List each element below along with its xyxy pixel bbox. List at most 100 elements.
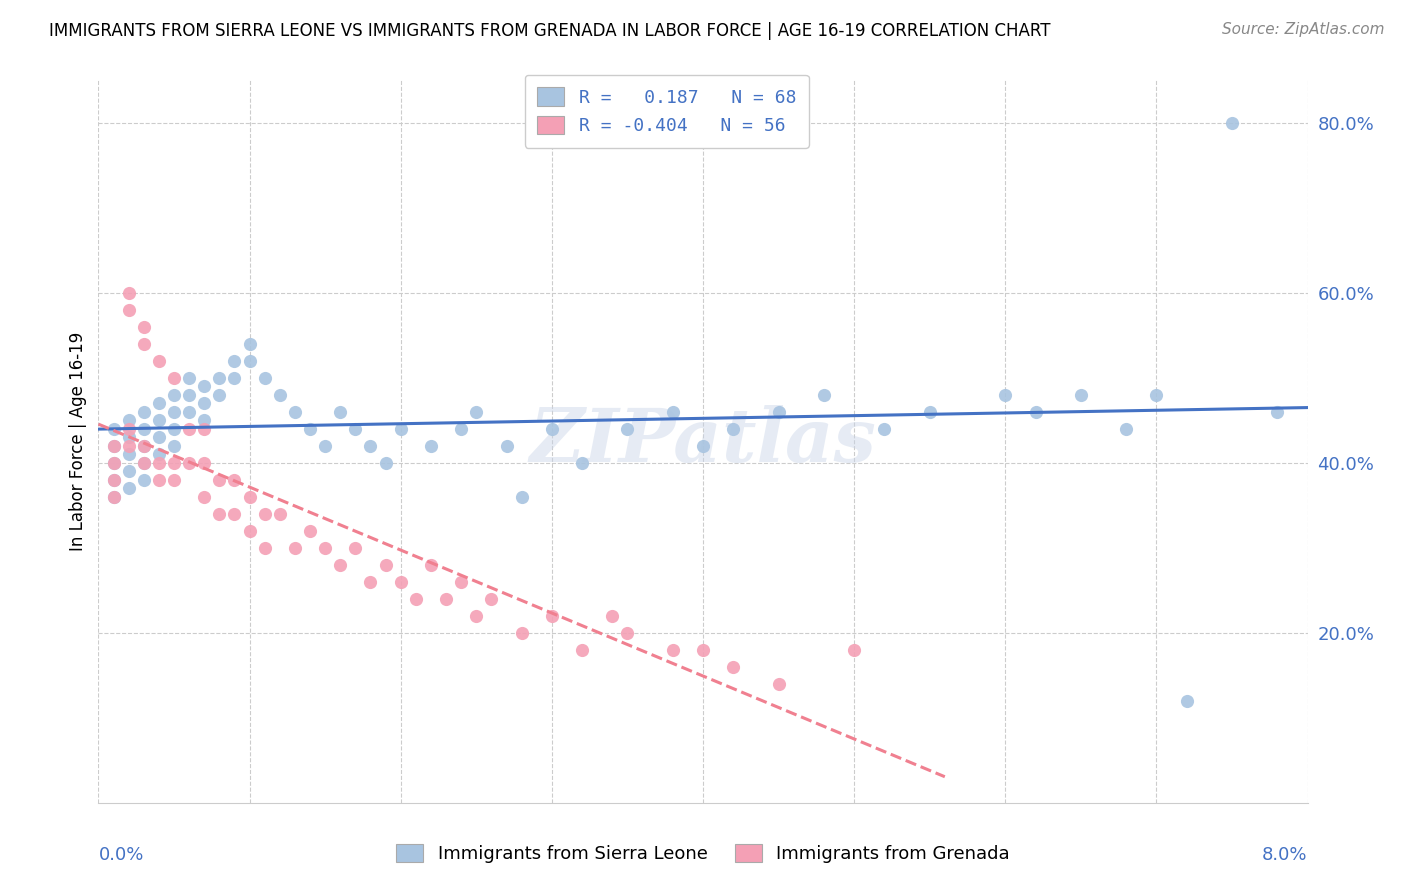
Point xyxy=(132,422,155,436)
Point xyxy=(208,388,231,402)
Point xyxy=(344,422,367,436)
Point xyxy=(193,422,215,436)
Point xyxy=(103,456,125,470)
Point xyxy=(253,371,276,385)
Point xyxy=(329,405,352,419)
Point xyxy=(299,524,322,538)
Point xyxy=(163,439,186,453)
Point xyxy=(768,405,790,419)
Point xyxy=(510,625,533,640)
Point xyxy=(284,541,307,555)
Point xyxy=(299,422,322,436)
Point xyxy=(1220,116,1243,130)
Point xyxy=(193,456,215,470)
Point xyxy=(132,439,155,453)
Point xyxy=(163,422,186,436)
Point xyxy=(132,456,155,470)
Point xyxy=(148,353,170,368)
Point xyxy=(844,642,866,657)
Point xyxy=(616,625,638,640)
Point xyxy=(616,422,638,436)
Point xyxy=(179,388,201,402)
Point xyxy=(571,456,593,470)
Point xyxy=(692,642,714,657)
Point xyxy=(510,490,533,504)
Point xyxy=(148,447,170,461)
Point xyxy=(465,608,488,623)
Point xyxy=(148,430,170,444)
Point xyxy=(420,558,443,572)
Point xyxy=(103,490,125,504)
Point xyxy=(374,456,396,470)
Point xyxy=(405,591,427,606)
Point xyxy=(103,456,125,470)
Legend: R =   0.187   N = 68, R = -0.404   N = 56: R = 0.187 N = 68, R = -0.404 N = 56 xyxy=(524,75,808,148)
Point xyxy=(284,405,307,419)
Point xyxy=(163,388,186,402)
Point xyxy=(208,371,231,385)
Point xyxy=(1115,422,1137,436)
Text: 8.0%: 8.0% xyxy=(1263,847,1308,864)
Text: 0.0%: 0.0% xyxy=(98,847,143,864)
Point xyxy=(103,473,125,487)
Point xyxy=(540,608,562,623)
Point xyxy=(1070,388,1092,402)
Point xyxy=(132,456,155,470)
Point xyxy=(103,439,125,453)
Point xyxy=(540,422,562,436)
Point xyxy=(495,439,517,453)
Point xyxy=(389,574,412,589)
Point xyxy=(103,439,125,453)
Point xyxy=(239,490,262,504)
Point xyxy=(193,396,215,410)
Point xyxy=(103,422,125,436)
Point xyxy=(661,405,683,419)
Point xyxy=(239,524,262,538)
Point xyxy=(768,677,790,691)
Point xyxy=(179,422,201,436)
Point xyxy=(239,353,262,368)
Point xyxy=(723,422,745,436)
Point xyxy=(118,430,141,444)
Point xyxy=(163,371,186,385)
Point xyxy=(253,541,276,555)
Point xyxy=(1025,405,1047,419)
Point xyxy=(269,507,291,521)
Point xyxy=(1175,694,1198,708)
Point xyxy=(118,302,141,317)
Point xyxy=(118,285,141,300)
Point xyxy=(360,439,382,453)
Point xyxy=(723,660,745,674)
Point xyxy=(208,473,231,487)
Point xyxy=(118,413,141,427)
Point xyxy=(118,422,141,436)
Point xyxy=(193,490,215,504)
Point xyxy=(132,336,155,351)
Point xyxy=(269,388,291,402)
Point xyxy=(465,405,488,419)
Text: IMMIGRANTS FROM SIERRA LEONE VS IMMIGRANTS FROM GRENADA IN LABOR FORCE | AGE 16-: IMMIGRANTS FROM SIERRA LEONE VS IMMIGRAN… xyxy=(49,22,1050,40)
Point xyxy=(420,439,443,453)
Point xyxy=(148,473,170,487)
Point xyxy=(918,405,941,419)
Point xyxy=(132,405,155,419)
Point xyxy=(224,473,246,487)
Point xyxy=(224,507,246,521)
Text: Source: ZipAtlas.com: Source: ZipAtlas.com xyxy=(1222,22,1385,37)
Point xyxy=(224,353,246,368)
Point xyxy=(118,481,141,495)
Point xyxy=(132,473,155,487)
Point xyxy=(813,388,835,402)
Point xyxy=(873,422,896,436)
Point xyxy=(344,541,367,555)
Point xyxy=(692,439,714,453)
Point xyxy=(118,439,141,453)
Point xyxy=(389,422,412,436)
Point xyxy=(208,507,231,521)
Point xyxy=(329,558,352,572)
Point xyxy=(163,473,186,487)
Point xyxy=(148,396,170,410)
Point xyxy=(179,405,201,419)
Point xyxy=(239,336,262,351)
Point xyxy=(132,319,155,334)
